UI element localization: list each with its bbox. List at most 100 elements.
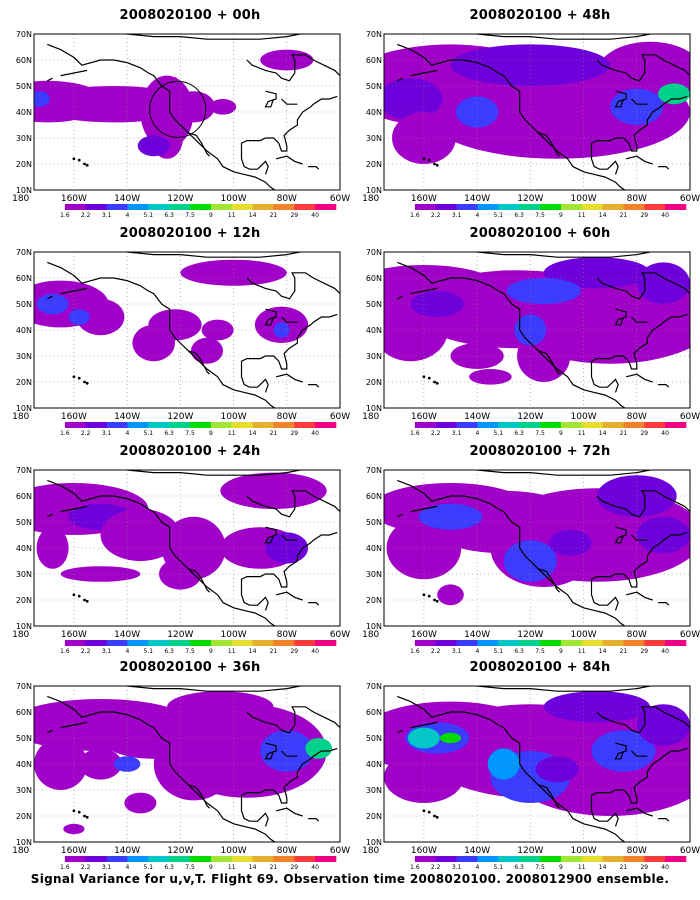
- colorbar-label: 21: [270, 864, 278, 871]
- coastline: [397, 34, 690, 190]
- colorbar-label: 40: [661, 212, 669, 219]
- colorbar-label: 1.6: [60, 648, 70, 655]
- colorbar-label: 14: [599, 212, 607, 219]
- colorbar-swatch: [602, 422, 624, 428]
- colorbar-label: 4: [475, 430, 479, 437]
- graticule: [34, 34, 340, 190]
- variance-shading: [384, 41, 690, 164]
- colorbar-label: 5.1: [144, 864, 154, 871]
- graticule: [384, 34, 690, 190]
- colorbar-label: 2.2: [431, 864, 441, 871]
- lat-tick-label: 30N: [366, 352, 382, 361]
- colorbar-label: 4: [125, 864, 129, 871]
- lat-tick-label: 70N: [16, 248, 32, 257]
- colorbar-label: 2.2: [81, 212, 91, 219]
- colorbar-label: 14: [599, 648, 607, 655]
- lon-tick-label: 80W: [627, 630, 647, 640]
- colorbar-label: 29: [640, 212, 648, 219]
- colorbar-label: 9: [209, 864, 213, 871]
- lon-tick-label: 180: [362, 846, 379, 856]
- panel-title: 2008020100 + 12h: [119, 226, 261, 241]
- panel-title: 2008020100 + 24h: [119, 444, 261, 459]
- variance-contour: [418, 503, 483, 530]
- colorbar-swatch: [106, 640, 128, 646]
- colorbar-label: 40: [661, 430, 669, 437]
- variance-contour: [172, 91, 215, 123]
- lon-tick-label: 180: [12, 630, 29, 640]
- colorbar-label: 14: [249, 648, 257, 655]
- colorbar-label: 4: [125, 430, 129, 437]
- coastline: [397, 470, 690, 626]
- colorbar-label: 6.3: [164, 864, 174, 871]
- observation-region-circle: [149, 80, 207, 138]
- colorbar-label: 4: [475, 864, 479, 871]
- lat-tick-label: 70N: [366, 30, 382, 39]
- colorbar-label: 40: [661, 864, 669, 871]
- colorbar-label: 1.6: [410, 864, 420, 871]
- colorbar-swatch: [315, 204, 337, 210]
- colorbar-label: 7.5: [185, 864, 195, 871]
- variance-contour: [137, 135, 170, 157]
- lat-tick-label: 40N: [366, 760, 382, 769]
- colorbar-swatch: [581, 640, 603, 646]
- colorbar-swatch: [644, 204, 666, 210]
- map-panel: 2008020100 + 84h 70N 60N 50N 40N 30N 20N 10N 180…: [362, 658, 700, 876]
- colorbar-swatch: [644, 640, 666, 646]
- variance-contour: [506, 278, 581, 304]
- lat-tick-label: 50N: [16, 518, 32, 527]
- lon-tick-label: 60W: [680, 412, 700, 422]
- colorbar-swatch: [665, 422, 687, 428]
- colorbar-label: 9: [559, 648, 563, 655]
- lon-tick-label: 80W: [627, 846, 647, 856]
- colorbar-swatch: [231, 640, 253, 646]
- panel-title: 2008020100 + 36h: [119, 660, 261, 675]
- lat-tick-label: 20N: [366, 812, 382, 821]
- variance-contour: [124, 792, 157, 814]
- colorbar-swatch: [560, 422, 583, 428]
- variance-shading: [384, 691, 690, 816]
- lon-tick-label: 180: [362, 194, 379, 204]
- lat-tick-label: 10N: [16, 404, 32, 413]
- lat-tick-label: 20N: [16, 596, 32, 605]
- colorbar-label: 14: [249, 430, 257, 437]
- colorbar-label: 40: [311, 648, 319, 655]
- colorbar-swatch: [44, 204, 66, 210]
- colorbar-label: 6.3: [514, 864, 524, 871]
- colorbar-swatch: [477, 204, 499, 210]
- coastline: [47, 252, 340, 408]
- variance-contour: [514, 314, 547, 346]
- colorbar-swatch: [315, 640, 337, 646]
- colorbar-swatch: [540, 856, 562, 862]
- colorbar-label: 4: [475, 212, 479, 219]
- colorbar-swatch: [44, 422, 66, 428]
- variance-contour: [148, 309, 202, 341]
- colorbar-swatch: [394, 204, 416, 210]
- lon-tick-label: 100W: [221, 412, 247, 422]
- lat-tick-label: 10N: [16, 838, 32, 847]
- colorbar-label: 29: [640, 430, 648, 437]
- lat-tick-label: 10N: [366, 838, 382, 847]
- colorbar-label: 21: [620, 430, 628, 437]
- colorbar-swatch: [498, 640, 520, 646]
- colorbar-swatch: [394, 640, 416, 646]
- colorbar-swatch: [210, 640, 233, 646]
- colorbar-label: 11: [228, 648, 236, 655]
- colorbar-swatch: [519, 856, 541, 862]
- lon-tick-label: 160W: [61, 630, 87, 640]
- lat-tick-label: 70N: [16, 466, 32, 475]
- colorbar-swatch: [498, 422, 520, 428]
- variance-contour: [384, 78, 443, 120]
- lat-tick-label: 50N: [16, 300, 32, 309]
- lon-tick-label: 60W: [330, 630, 350, 640]
- variance-contour: [543, 691, 651, 723]
- colorbar-swatch: [623, 204, 645, 210]
- coastline: [47, 470, 340, 626]
- panel-title: 2008020100 + 60h: [469, 226, 611, 241]
- lon-tick-label: 80W: [277, 846, 297, 856]
- colorbar-swatch: [252, 856, 274, 862]
- map-frame: [33, 685, 341, 843]
- colorbar-swatch: [210, 204, 233, 210]
- colorbar-label: 21: [620, 864, 628, 871]
